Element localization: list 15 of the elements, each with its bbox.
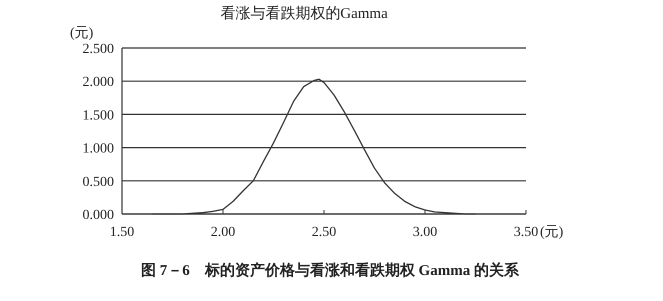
y-tick-label: 1.000	[82, 142, 114, 157]
y-axis-title: (元)	[70, 26, 94, 41]
y-tick-label: 0.500	[82, 174, 114, 190]
x-tick-label: 2.50	[312, 225, 336, 240]
y-tick-label: 2.500	[82, 42, 114, 57]
caption: 图 7－6 标的资产价格与看涨和看跌期权 Gamma 的关系	[141, 262, 520, 279]
y-tick-label: 0.000	[82, 208, 114, 223]
x-tick-label: 3.50	[514, 225, 538, 240]
x-tick-label: 3.00	[412, 225, 438, 240]
x-tick-label: 2.00	[210, 225, 236, 240]
chart-title: 看涨与看跌期权的Gamma	[220, 5, 388, 22]
y-tick-label: 1.500	[82, 108, 114, 124]
x-axis-title: (元)	[540, 225, 564, 240]
y-tick-label: 2.000	[82, 75, 114, 90]
x-tick-label: 1.50	[110, 225, 134, 240]
